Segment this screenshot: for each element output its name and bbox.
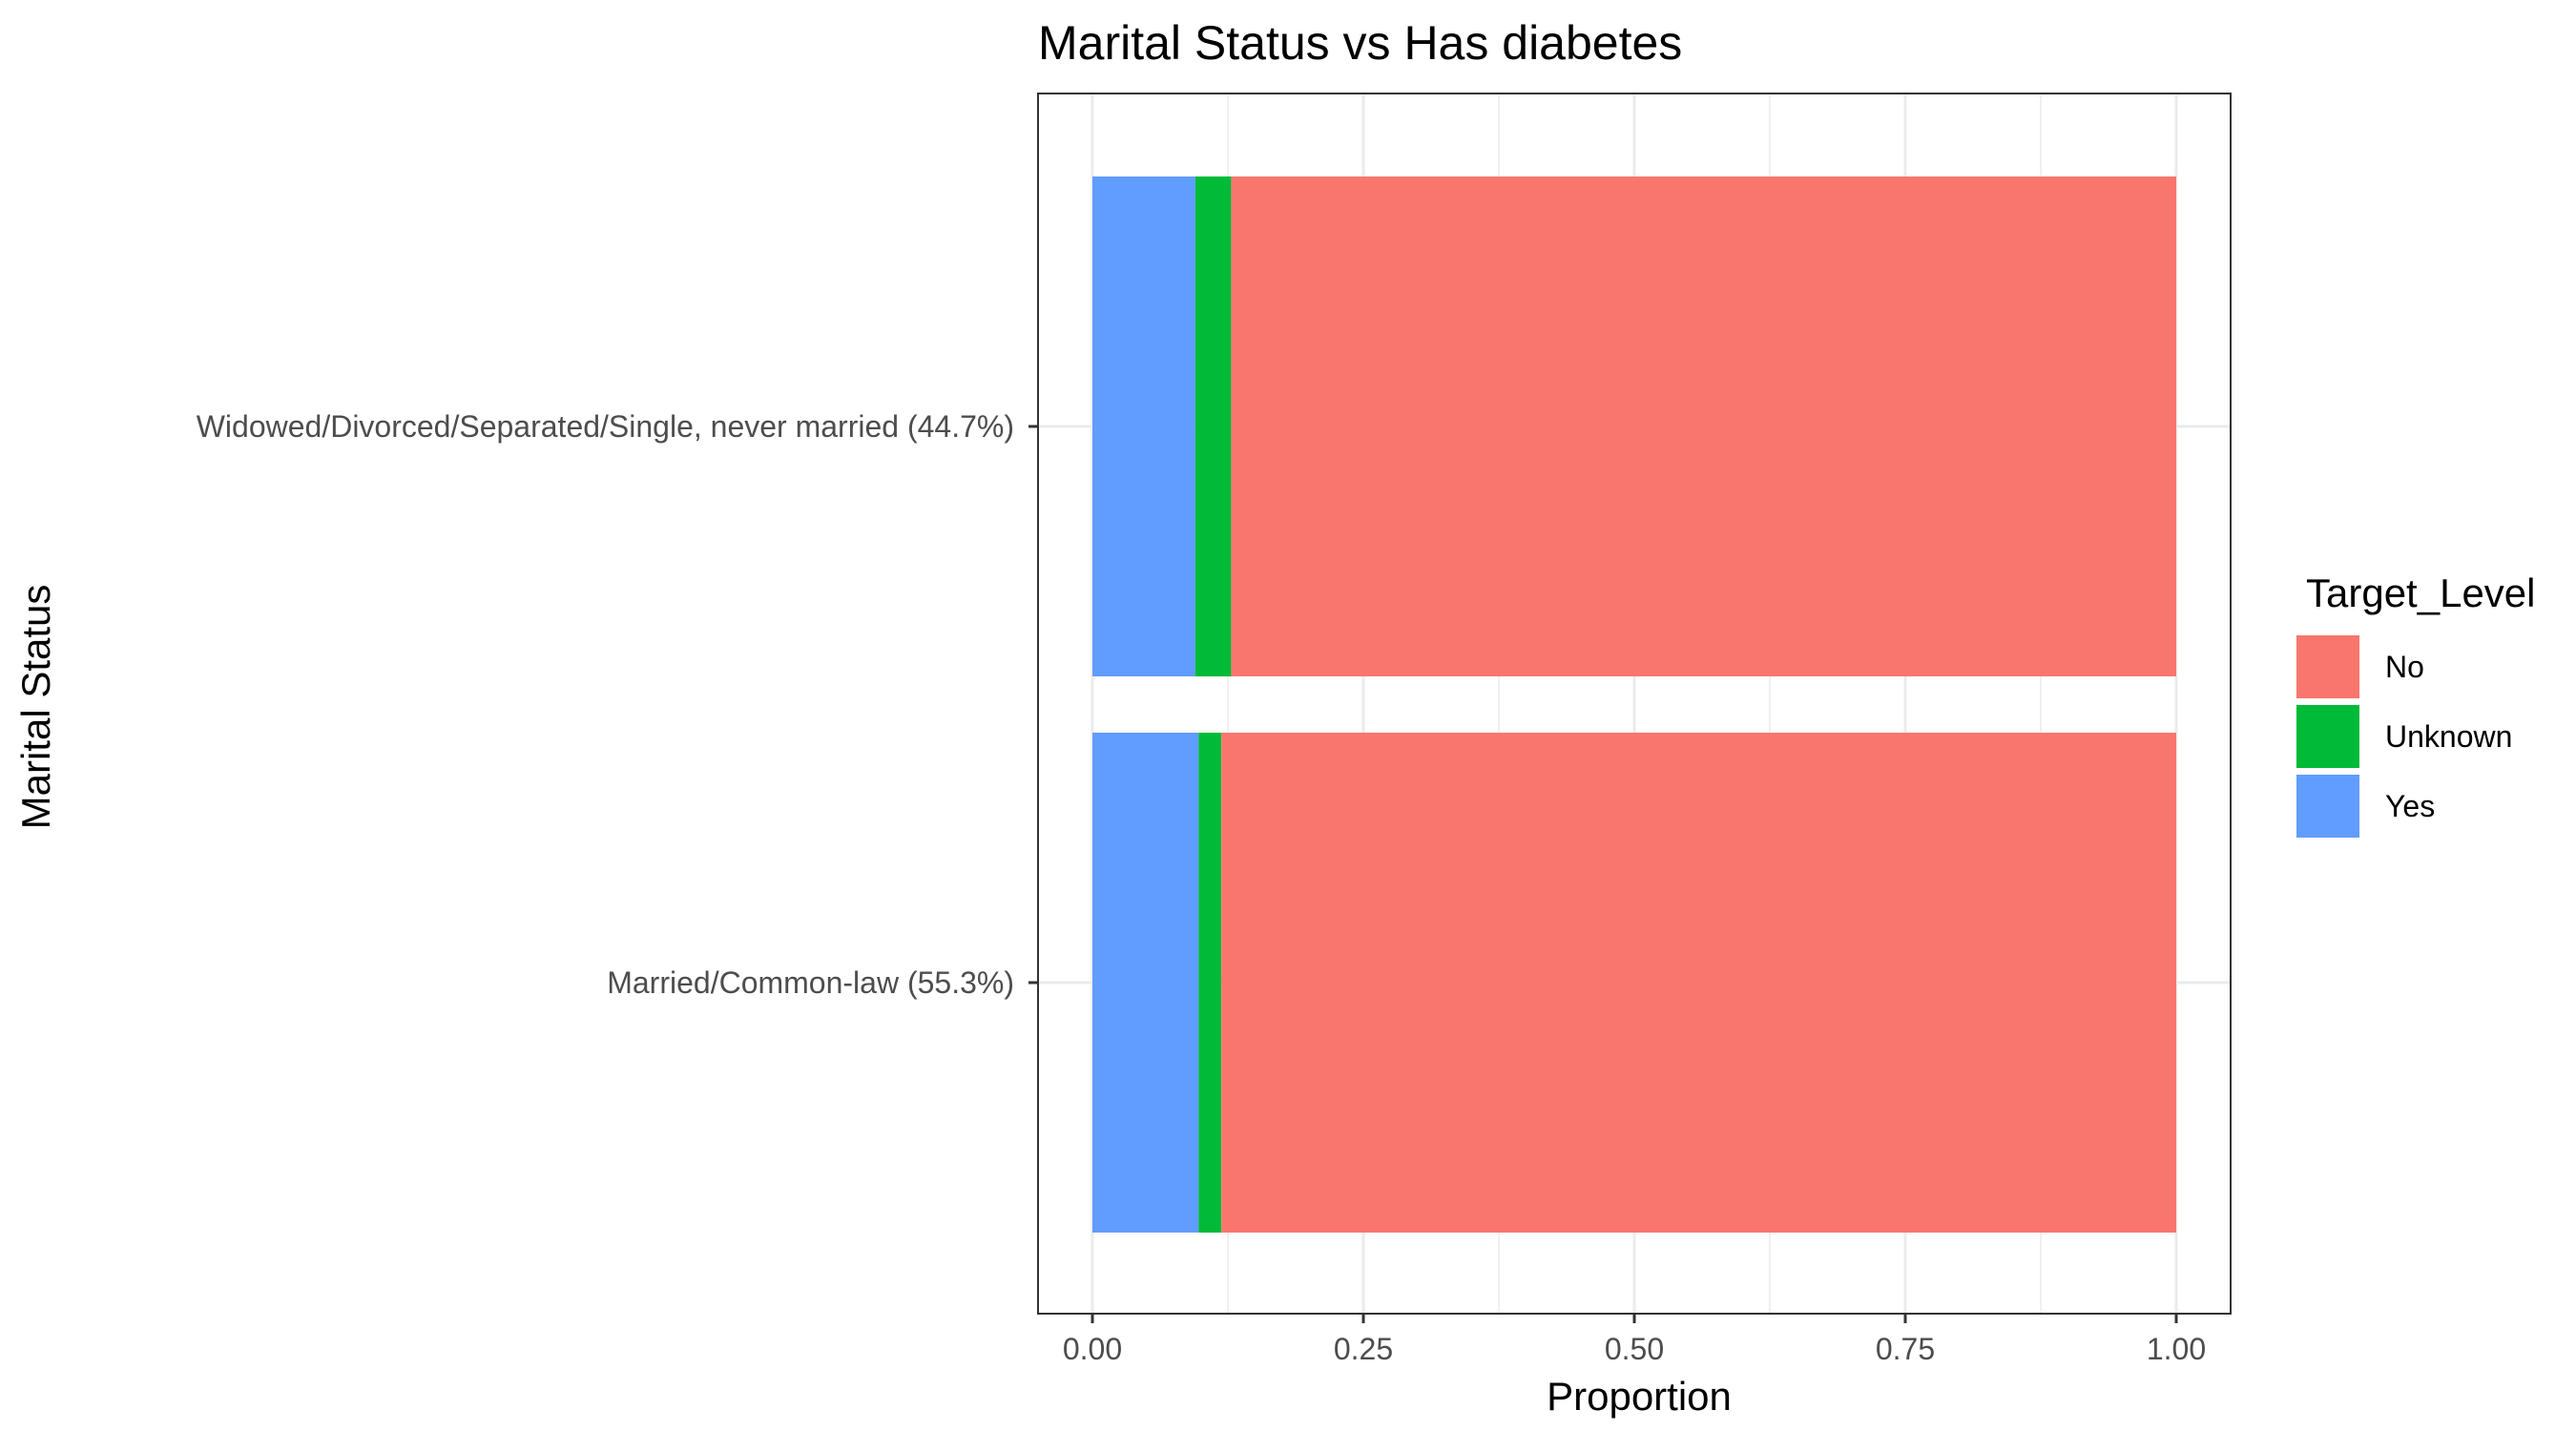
x-tick-label-4: 1.00 — [2147, 1332, 2206, 1366]
x-tick-label-3: 0.75 — [1876, 1332, 1935, 1366]
bar-no-1 — [1221, 733, 2176, 1233]
bar-yes-0 — [1092, 176, 1195, 676]
legend-key-unknown — [2296, 705, 2359, 768]
legend-label-unknown: Unknown — [2385, 719, 2512, 754]
legend: Target_Level No Unknown Yes — [2296, 570, 2536, 838]
bar-yes-1 — [1092, 733, 1199, 1233]
x-tick-label-0: 0.00 — [1063, 1332, 1122, 1366]
bar-unknown-1 — [1198, 733, 1222, 1233]
y-tick-label-0: Widowed/Divorced/Separated/Single, never… — [197, 409, 1014, 444]
bars — [1092, 176, 2176, 1233]
axes: 0.00 0.25 0.50 0.75 1.00 Widowed/Divorced/Sep… — [197, 409, 2206, 1366]
y-axis-title: Marital Status — [13, 585, 58, 830]
chart-title: Marital Status vs Has diabetes — [1038, 16, 1682, 70]
bar-no-0 — [1231, 176, 2176, 676]
x-tick-label-2: 0.50 — [1605, 1332, 1664, 1366]
x-axis-title: Proportion — [1547, 1374, 1732, 1419]
x-tick-label-1: 0.25 — [1334, 1332, 1393, 1366]
legend-key-no — [2296, 635, 2359, 698]
legend-label-no: No — [2385, 650, 2424, 684]
legend-key-yes — [2296, 775, 2359, 838]
y-tick-label-1: Married/Common-law (55.3%) — [607, 965, 1014, 1000]
legend-title: Target_Level — [2306, 570, 2536, 615]
legend-label-yes: Yes — [2385, 789, 2435, 823]
bar-unknown-0 — [1195, 176, 1232, 676]
